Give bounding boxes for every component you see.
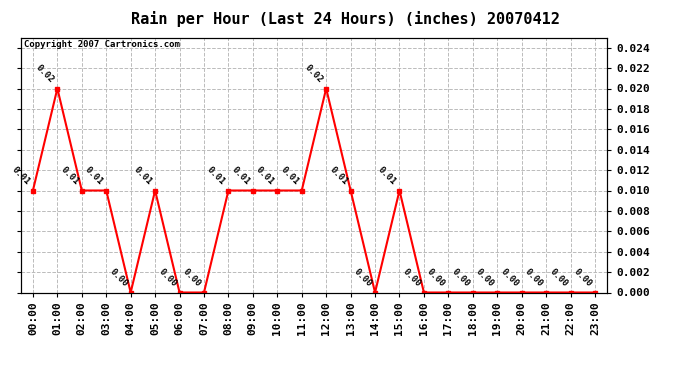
Text: 0.01: 0.01 xyxy=(377,165,398,186)
Text: 0.01: 0.01 xyxy=(279,165,300,186)
Text: 0.00: 0.00 xyxy=(450,267,471,288)
Text: 0.01: 0.01 xyxy=(59,165,81,186)
Text: 0.01: 0.01 xyxy=(206,165,227,186)
Text: 0.01: 0.01 xyxy=(10,165,32,186)
Text: 0.00: 0.00 xyxy=(548,267,569,288)
Text: Rain per Hour (Last 24 Hours) (inches) 20070412: Rain per Hour (Last 24 Hours) (inches) 2… xyxy=(130,11,560,27)
Text: 0.00: 0.00 xyxy=(108,267,129,288)
Text: 0.02: 0.02 xyxy=(34,63,56,84)
Text: 0.00: 0.00 xyxy=(426,267,447,288)
Text: 0.00: 0.00 xyxy=(352,267,374,288)
Text: 0.00: 0.00 xyxy=(474,267,496,288)
Text: 0.00: 0.00 xyxy=(401,267,422,288)
Text: 0.01: 0.01 xyxy=(255,165,276,186)
Text: 0.00: 0.00 xyxy=(572,267,593,288)
Text: 0.00: 0.00 xyxy=(157,267,178,288)
Text: 0.00: 0.00 xyxy=(523,267,544,288)
Text: 0.01: 0.01 xyxy=(230,165,251,186)
Text: 0.01: 0.01 xyxy=(83,165,105,186)
Text: 0.02: 0.02 xyxy=(303,63,325,84)
Text: 0.01: 0.01 xyxy=(132,165,154,186)
Text: Copyright 2007 Cartronics.com: Copyright 2007 Cartronics.com xyxy=(23,40,179,49)
Text: 0.01: 0.01 xyxy=(328,165,349,186)
Text: 0.00: 0.00 xyxy=(181,267,203,288)
Text: 0.00: 0.00 xyxy=(499,267,520,288)
